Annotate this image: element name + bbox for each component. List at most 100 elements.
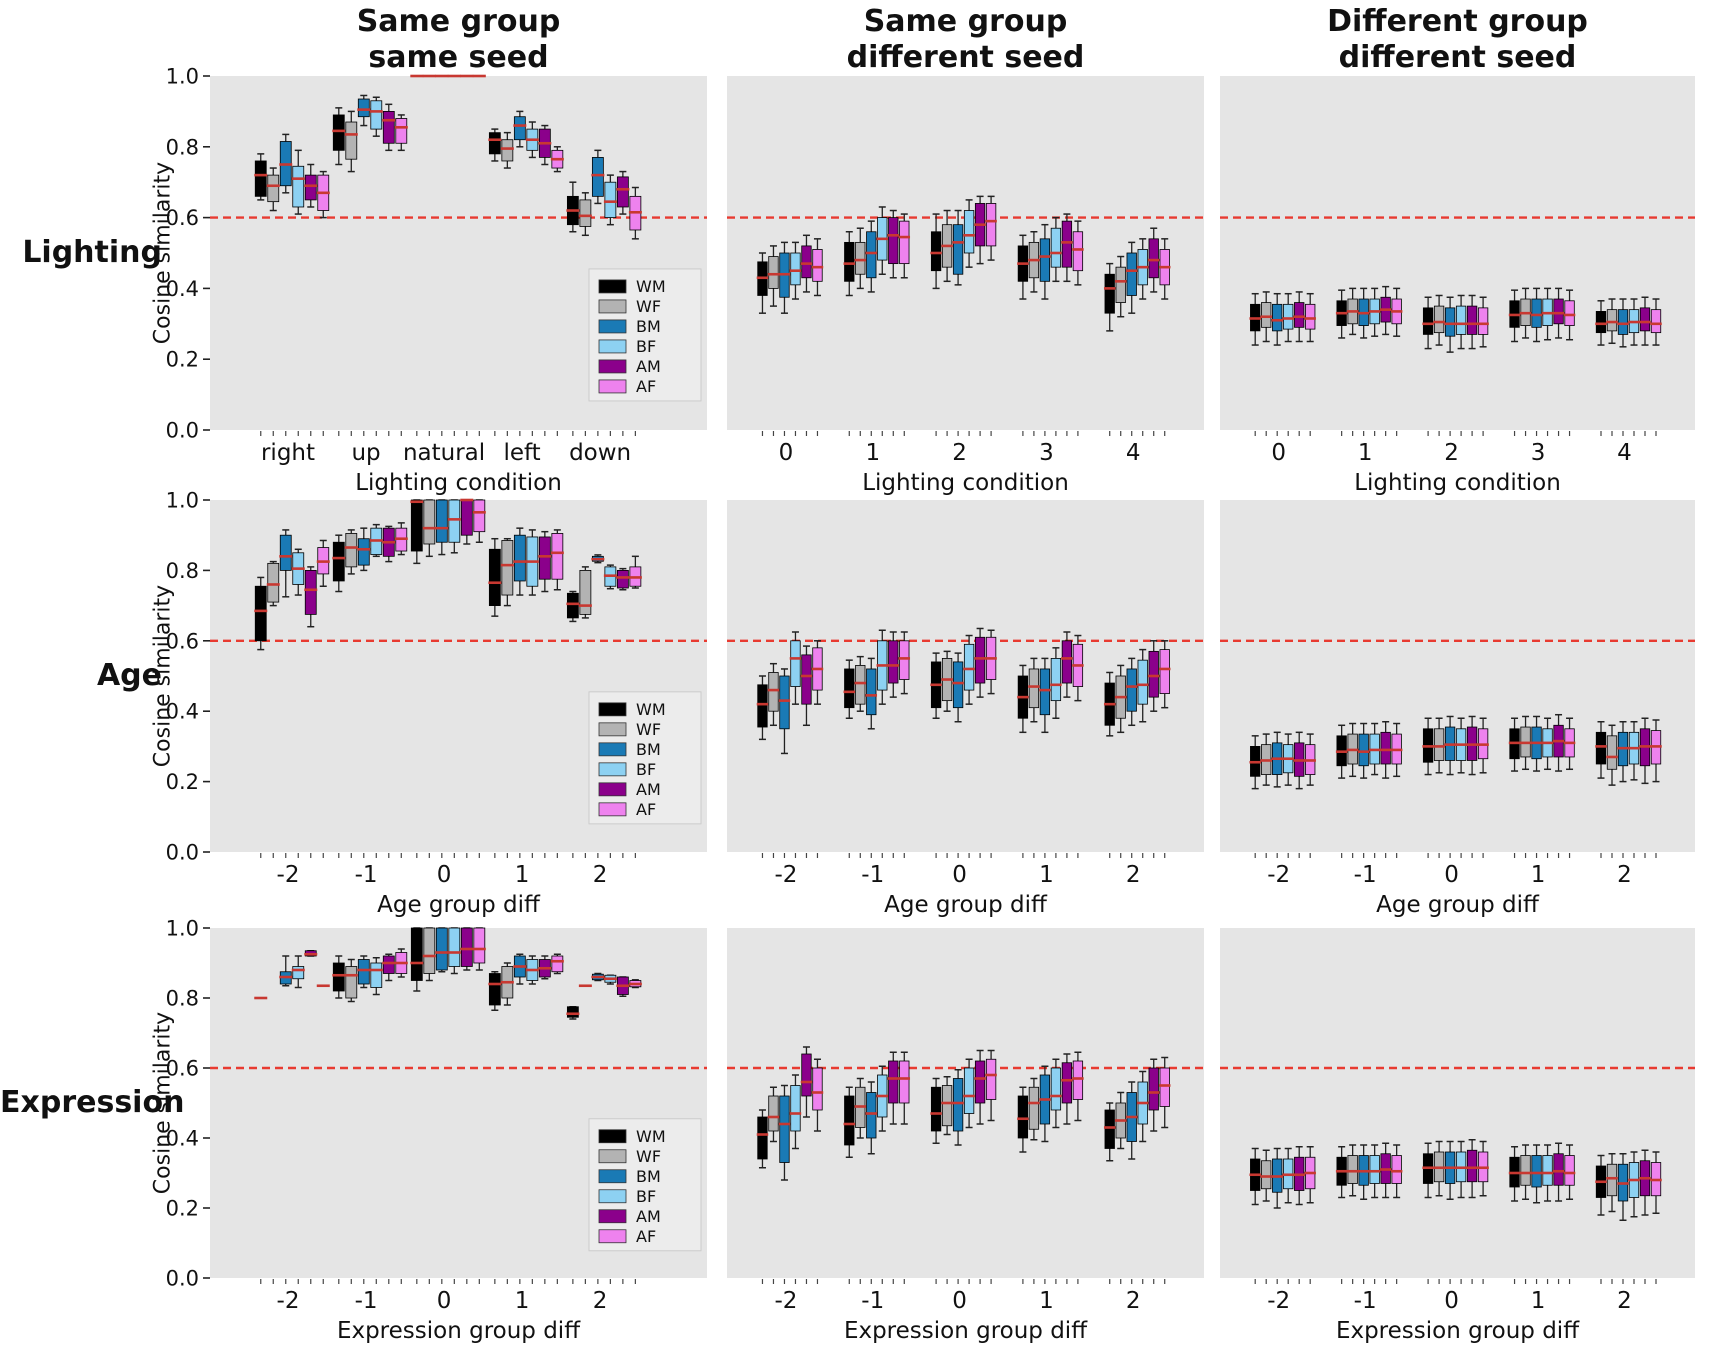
box-WF-2 — [1606, 724, 1618, 786]
box-AM--1 — [1379, 1142, 1392, 1199]
box-BM-0 — [1271, 292, 1283, 346]
box-AF-2 — [628, 979, 642, 989]
box-WF-0 — [422, 499, 436, 558]
subplot-age-col0: 0.0 0.2 0.4 0.6 0.8 1.0 -2 -1 0 1 2 Age group diff W… — [166, 489, 707, 918]
box-AM-left — [538, 124, 552, 166]
box-WF-up — [344, 110, 358, 173]
box-BF-2 — [1136, 1070, 1149, 1143]
box-AF-2 — [1650, 1151, 1662, 1214]
legend-swatch-AF — [598, 1229, 627, 1244]
box-BM--2 — [778, 1084, 791, 1181]
box-WF-down — [578, 192, 592, 237]
tick-label: 1 — [1039, 862, 1054, 888]
box-WM-0 — [1249, 292, 1261, 346]
legend-label-AF: AF — [636, 1227, 656, 1246]
box-BF-0 — [447, 499, 461, 554]
box-AM-0 — [800, 234, 813, 293]
box-WF-0 — [422, 927, 436, 982]
box-AF--1 — [1390, 722, 1403, 778]
box-WM-0 — [1422, 717, 1434, 776]
tick-label: 0.4 — [166, 277, 199, 301]
box-WM-3 — [1017, 234, 1029, 300]
box-WM--2 — [254, 576, 268, 651]
tick-label: -1 — [355, 862, 378, 888]
box-BF-2 — [1136, 648, 1149, 723]
tick-label: natural — [403, 440, 485, 466]
tick-label: 2 — [952, 440, 967, 466]
box-BM-2 — [1444, 296, 1456, 353]
box-WM--1 — [332, 534, 346, 593]
tick-label: 0.6 — [166, 206, 199, 230]
box-AM-3 — [1552, 287, 1565, 339]
box-WF-3 — [1028, 231, 1040, 293]
legend-label-BM: BM — [636, 1167, 661, 1186]
box-AF-0 — [472, 927, 486, 971]
box-WM-0 — [410, 927, 424, 992]
box-AM-0 — [974, 627, 986, 698]
box-AF-1 — [1072, 634, 1084, 702]
box-WF-4 — [1114, 255, 1127, 318]
tick-label: 0 — [437, 1288, 452, 1314]
legend-label-BF: BF — [636, 760, 656, 779]
box-BM-2 — [591, 972, 605, 982]
box-WM-1 — [1335, 289, 1348, 339]
box-AM-0 — [460, 498, 474, 545]
tick-label: 0.0 — [166, 841, 199, 865]
box-WM-2 — [1595, 1154, 1607, 1216]
legend-label-WM: WM — [636, 1127, 666, 1146]
box-WM-right — [254, 153, 268, 201]
row-label-age: Age — [96, 658, 162, 693]
tick-label: 0.0 — [166, 1267, 199, 1291]
tick-label: up — [351, 440, 380, 466]
box-AF--1 — [394, 522, 408, 556]
column-title-line1: Same group — [356, 4, 561, 39]
tick-label: down — [569, 440, 631, 466]
box-BM--2 — [279, 529, 293, 598]
tick-label: 0.2 — [166, 1197, 199, 1221]
box-WF-2 — [578, 566, 592, 619]
legend-label-AM: AM — [636, 1207, 661, 1226]
box-BM-0 — [435, 927, 449, 973]
legend-label-BM: BM — [636, 740, 661, 759]
box-AM--1 — [887, 631, 900, 698]
tick-label: 1.0 — [166, 489, 199, 513]
legend-swatch-AF — [598, 802, 627, 817]
box-AM-right — [304, 163, 318, 208]
tick-label: 0.8 — [166, 559, 199, 583]
tick-label: 2 — [593, 1288, 608, 1314]
box-WF--1 — [344, 529, 358, 575]
box-BM-1 — [865, 220, 878, 293]
tick-label: 0.2 — [166, 348, 199, 372]
tick-label: 3 — [1039, 440, 1054, 466]
tick-label: 1 — [1358, 440, 1373, 466]
box-AF-right — [316, 170, 330, 219]
box-AF-0 — [1477, 1140, 1489, 1197]
legend-label-AF: AF — [636, 377, 656, 396]
box-WF-1 — [854, 227, 867, 290]
box-BF--2 — [291, 548, 305, 596]
tick-label: 2 — [593, 862, 608, 888]
box-BM-1 — [1530, 715, 1543, 772]
box-WM-up — [332, 107, 346, 166]
box-BM-2 — [591, 554, 605, 564]
box-BF--2 — [789, 1074, 802, 1150]
tick-label: 1 — [865, 440, 880, 466]
box-BM-3 — [1530, 287, 1543, 343]
box-WF--1 — [854, 1077, 867, 1139]
box-AF-3 — [1563, 289, 1576, 341]
box-AF-1 — [1072, 1051, 1084, 1122]
tick-label: -1 — [355, 1288, 378, 1314]
column-title-line1: Different group — [1327, 4, 1588, 39]
tick-label: 0 — [952, 862, 967, 888]
row-label-lighting: Lighting — [22, 235, 162, 270]
box-AF-0 — [985, 629, 997, 695]
tick-label: 2 — [1126, 1288, 1141, 1314]
box-AM-2 — [1639, 1149, 1651, 1216]
box-AM-1 — [1061, 1053, 1073, 1125]
x-axis-label: Age group diff — [884, 892, 1048, 918]
subplot-expression-col2: -2 -1 0 1 2 Expression group diff — [1220, 928, 1695, 1344]
box-WF--1 — [1346, 722, 1359, 778]
tick-label: -2 — [774, 1288, 797, 1314]
box-BM-left — [513, 110, 527, 148]
